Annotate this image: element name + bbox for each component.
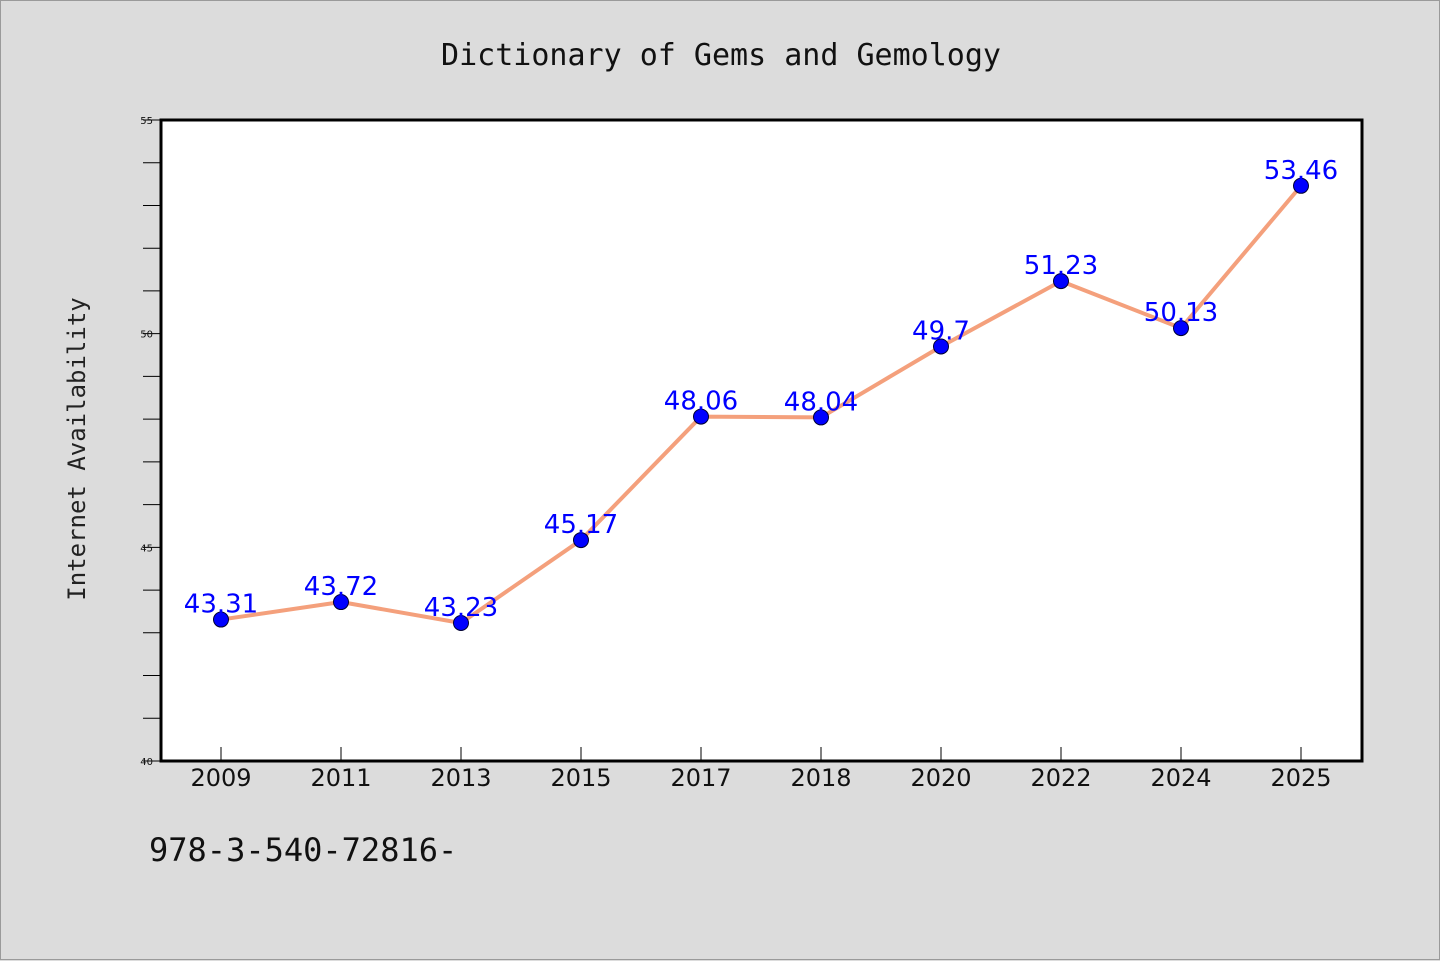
data-point [333,594,349,611]
x-axis: 2009 2011 2013 2015 2017 2018 2020 2022 2024 2025 [190,747,1332,792]
x-tick-label: 2009 [190,764,251,792]
data-point [453,614,469,631]
plot-area [159,118,1364,763]
y-axis: 40 45 50 55 [140,116,161,768]
data-label: 45.17 [544,510,618,540]
x-tick-label: 2020 [910,764,971,792]
y-tick-label: 55 [140,116,153,127]
x-tick-label: 2011 [310,764,371,792]
data-point [1173,320,1189,337]
series-markers [213,177,1309,631]
data-label: 43.23 [424,593,498,623]
data-point [1293,177,1309,194]
x-tick-label: 2015 [550,764,611,792]
isbn-footer: 978-3-540-72816- [149,831,458,869]
y-tick-label: 40 [140,757,153,768]
data-label: 48.06 [664,387,738,417]
data-point [573,532,589,549]
data-label: 43.31 [184,590,258,620]
data-label: 49.7 [912,316,970,346]
series-line [219,183,1303,625]
x-tick-label: 2018 [790,764,851,792]
data-point [933,338,949,355]
x-tick-label: 2024 [1150,764,1211,792]
chart-title: Dictionary of Gems and Gemology [441,38,1001,73]
x-tick-label: 2025 [1270,764,1331,792]
data-point [813,409,829,426]
y-tick-label: 45 [140,543,153,554]
data-point [693,408,709,425]
data-label: 50.13 [1144,298,1218,328]
data-label: 53.46 [1264,156,1338,186]
data-point [213,611,229,628]
y-tick-label: 50 [140,330,153,341]
data-labels: 43.31 43.72 43.23 45.17 48.06 48.04 49.7 51.23 5… [184,156,1338,623]
y-axis-label: Internet Availability [63,297,91,600]
x-tick-label: 2013 [430,764,491,792]
data-label: 48.04 [784,387,858,417]
x-tick-label: 2022 [1030,764,1091,792]
x-tick-label: 2017 [670,764,731,792]
data-label: 43.72 [304,572,378,602]
data-label: 51.23 [1024,251,1098,281]
data-point [1053,273,1069,290]
